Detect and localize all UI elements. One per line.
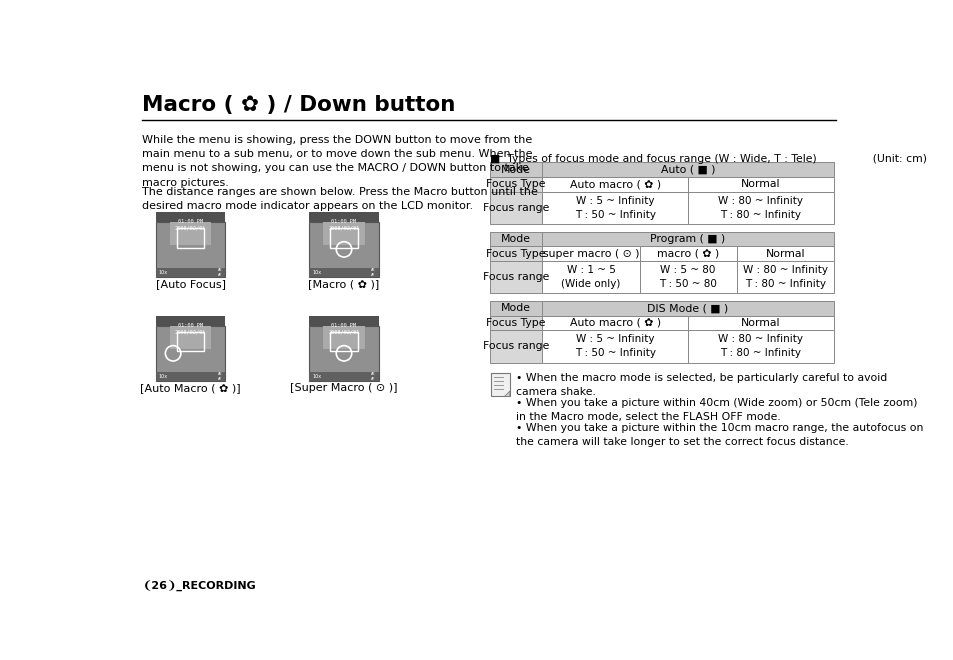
Text: AE
AF: AE AF xyxy=(217,372,222,381)
Text: Focus range: Focus range xyxy=(482,341,549,351)
Bar xyxy=(542,301,833,315)
Bar xyxy=(489,261,542,293)
Bar xyxy=(155,222,225,277)
Text: • When you take a picture within the 10cm macro range, the autofocus on
the came: • When you take a picture within the 10c… xyxy=(516,422,923,447)
Text: [Auto Focus]: [Auto Focus] xyxy=(155,279,225,289)
Text: Focus Type: Focus Type xyxy=(486,318,545,328)
Bar xyxy=(155,268,225,277)
Bar xyxy=(542,191,687,224)
Bar xyxy=(489,315,542,330)
Bar xyxy=(489,177,542,191)
Bar xyxy=(542,177,687,191)
Text: ❨26❩_RECORDING: ❨26❩_RECORDING xyxy=(142,579,256,591)
Text: Focus range: Focus range xyxy=(482,272,549,282)
Bar xyxy=(489,162,542,177)
Bar xyxy=(170,214,212,245)
Bar xyxy=(155,325,225,381)
Bar xyxy=(687,315,833,330)
Text: 01:00 PM
2008/02/01: 01:00 PM 2008/02/01 xyxy=(174,323,206,335)
Bar xyxy=(489,191,542,224)
Text: Mode: Mode xyxy=(500,304,531,314)
Text: Normal: Normal xyxy=(740,318,780,328)
Text: Auto macro ( ✿ ): Auto macro ( ✿ ) xyxy=(569,180,660,189)
Text: [Super Macro ( ⊙ )]: [Super Macro ( ⊙ )] xyxy=(290,383,397,393)
Text: Normal: Normal xyxy=(764,249,804,259)
Text: The distance ranges are shown below. Press the Macro button until the
desired ma: The distance ranges are shown below. Pre… xyxy=(142,187,537,211)
Text: AE
AF: AE AF xyxy=(217,268,222,277)
Bar xyxy=(176,228,204,248)
Bar xyxy=(542,162,833,177)
Text: 10x: 10x xyxy=(312,270,321,275)
Text: DIS Mode ( ■ ): DIS Mode ( ■ ) xyxy=(647,304,728,314)
Text: Mode: Mode xyxy=(500,234,531,244)
Bar xyxy=(542,261,639,293)
Text: super macro ( ⊙ ): super macro ( ⊙ ) xyxy=(542,249,639,259)
Bar xyxy=(687,330,833,362)
Text: Normal: Normal xyxy=(740,180,780,189)
Text: W : 5 ~ 80
T : 50 ~ 80: W : 5 ~ 80 T : 50 ~ 80 xyxy=(659,265,717,289)
Bar xyxy=(736,261,833,293)
Bar xyxy=(330,332,357,352)
Text: W : 80 ~ Infinity
T : 80 ~ Infinity: W : 80 ~ Infinity T : 80 ~ Infinity xyxy=(718,196,802,220)
Bar xyxy=(491,374,509,397)
Text: W : 80 ~ Infinity
T : 80 ~ Infinity: W : 80 ~ Infinity T : 80 ~ Infinity xyxy=(742,265,827,289)
Text: 10x: 10x xyxy=(312,374,321,379)
Bar xyxy=(309,325,378,381)
Text: [Auto Macro ( ✿ )]: [Auto Macro ( ✿ )] xyxy=(140,383,240,393)
Bar xyxy=(155,212,225,222)
Text: W : 1 ~ 5
(Wide only): W : 1 ~ 5 (Wide only) xyxy=(560,265,620,289)
Bar xyxy=(639,246,736,261)
Bar xyxy=(542,330,687,362)
Bar xyxy=(323,318,365,348)
Text: macro ( ✿ ): macro ( ✿ ) xyxy=(657,249,719,259)
Bar xyxy=(309,372,378,381)
Bar xyxy=(687,177,833,191)
Bar xyxy=(489,330,542,362)
Text: 01:00 PM
2008/02/01: 01:00 PM 2008/02/01 xyxy=(328,219,359,230)
Text: W : 80 ~ Infinity
T : 80 ~ Infinity: W : 80 ~ Infinity T : 80 ~ Infinity xyxy=(718,335,802,358)
Bar xyxy=(489,246,542,261)
Bar xyxy=(309,212,378,222)
Bar xyxy=(309,268,378,277)
Bar xyxy=(542,246,639,261)
Text: • When you take a picture within 40cm (Wide zoom) or 50cm (Tele zoom)
in the Mac: • When you take a picture within 40cm (W… xyxy=(516,398,917,422)
Bar xyxy=(542,315,687,330)
Text: [Macro ( ✿ )]: [Macro ( ✿ )] xyxy=(308,279,379,289)
Text: 01:00 PM
2008/02/01: 01:00 PM 2008/02/01 xyxy=(174,219,206,230)
Text: AE
AF: AE AF xyxy=(371,372,375,381)
Text: 10x: 10x xyxy=(158,270,168,275)
Text: ■  Types of focus mode and focus range (W : Wide, T : Tele)                (Unit: ■ Types of focus mode and focus range (W… xyxy=(489,154,925,164)
Text: AE
AF: AE AF xyxy=(371,268,375,277)
Text: W : 5 ~ Infinity
T : 50 ~ Infinity: W : 5 ~ Infinity T : 50 ~ Infinity xyxy=(574,335,655,358)
Bar xyxy=(687,191,833,224)
Text: Program ( ■ ): Program ( ■ ) xyxy=(650,234,725,244)
Text: Focus range: Focus range xyxy=(482,203,549,213)
Bar xyxy=(489,232,542,246)
Bar xyxy=(309,315,378,325)
Bar xyxy=(542,232,833,246)
Bar xyxy=(176,332,204,352)
Text: Auto ( ■ ): Auto ( ■ ) xyxy=(660,165,715,175)
Text: • When the macro mode is selected, be particularly careful to avoid
camera shake: • When the macro mode is selected, be pa… xyxy=(516,374,886,397)
Text: Auto macro ( ✿ ): Auto macro ( ✿ ) xyxy=(569,318,660,328)
Bar xyxy=(639,261,736,293)
Polygon shape xyxy=(504,391,509,397)
Bar xyxy=(736,246,833,261)
Bar xyxy=(323,214,365,245)
Text: Focus Type: Focus Type xyxy=(486,180,545,189)
Text: W : 5 ~ Infinity
T : 50 ~ Infinity: W : 5 ~ Infinity T : 50 ~ Infinity xyxy=(574,196,655,220)
Text: 01:00 PM
2008/02/01: 01:00 PM 2008/02/01 xyxy=(328,323,359,335)
Text: Macro ( ✿ ) / Down button: Macro ( ✿ ) / Down button xyxy=(142,94,456,115)
Text: Focus Type: Focus Type xyxy=(486,249,545,259)
Bar xyxy=(170,318,212,348)
Bar xyxy=(489,301,542,315)
Text: 10x: 10x xyxy=(158,374,168,379)
Bar xyxy=(330,228,357,248)
Text: While the menu is showing, press the DOWN button to move from the
main menu to a: While the menu is showing, press the DOW… xyxy=(142,135,533,188)
Text: Mode: Mode xyxy=(500,165,531,175)
Bar xyxy=(155,372,225,381)
Bar xyxy=(309,222,378,277)
Bar xyxy=(155,315,225,325)
